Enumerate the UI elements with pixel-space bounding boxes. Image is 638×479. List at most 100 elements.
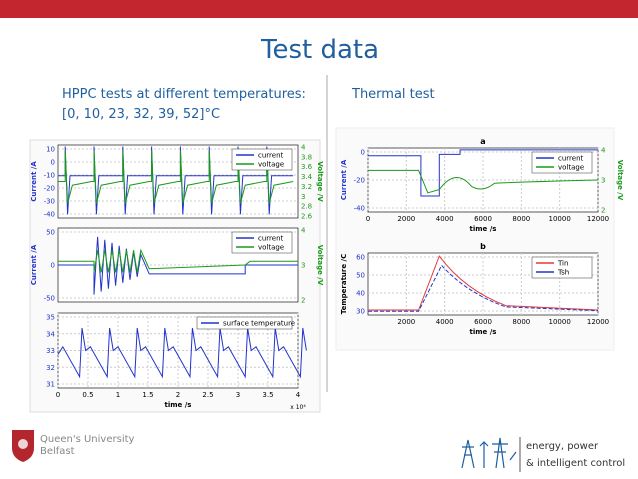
- y2-tick-label: 2.6: [301, 213, 313, 221]
- legend-label: current: [558, 155, 584, 163]
- y2-tick-label: 4: [301, 227, 306, 235]
- y-tick-label: -20: [44, 185, 55, 193]
- x-tick-label: 6000: [474, 215, 492, 223]
- legend-label: voltage: [558, 164, 584, 172]
- x-tick-label: 3.5: [262, 391, 273, 399]
- legend-label: voltage: [258, 161, 284, 169]
- slide-title: Test data: [260, 35, 379, 65]
- x-tick-label: 0: [366, 215, 370, 223]
- tagline: energy, power: [526, 441, 599, 452]
- y-tick-label: 50: [356, 272, 365, 280]
- caption: [0, 10, 23, 32, 39, 52]°C: [62, 107, 220, 122]
- plot: 0 -20 -40 4 3 2 0 2000 4000 6000 8000 10000 12000 tim…: [340, 137, 624, 233]
- logo-text: Queen's University: [40, 434, 135, 445]
- y2-tick-label: 2: [301, 297, 305, 305]
- subplot-title: a: [480, 137, 485, 146]
- y-tick-label: 10: [46, 146, 55, 154]
- y-axis-label: Current /A: [340, 159, 348, 200]
- y-tick-label: -10: [44, 172, 55, 180]
- x-axis-label: time /s: [470, 328, 497, 336]
- x-tick-label: 8000: [512, 318, 530, 326]
- caption: Thermal test: [351, 87, 435, 102]
- tagline: & intelligent control: [526, 458, 625, 469]
- y-tick-label: 34: [46, 330, 55, 338]
- y2-axis-label: Voltage /V: [316, 161, 324, 202]
- plot: 35 34 33 32 310 0.5 1 1.5 2 2.5 3 3.5 4 time /s x 10⁴ s…: [46, 312, 307, 411]
- x-tick-label: 2000: [397, 318, 415, 326]
- y-axis-label: Current /A: [30, 244, 38, 285]
- y-tick-label: -40: [354, 205, 365, 213]
- top-bar: [0, 0, 638, 18]
- logo-text: Belfast: [40, 446, 75, 457]
- x-tick-label: 0.5: [82, 391, 93, 399]
- y2-tick-label: 3: [601, 177, 605, 185]
- legend-label: surface temperature: [223, 320, 295, 328]
- x-tick-label: 10000: [549, 318, 571, 326]
- legend-label: voltage: [258, 244, 284, 252]
- y-tick-label: 40: [356, 290, 365, 298]
- y-tick-label: 35: [46, 314, 55, 322]
- y-tick-label: 60: [356, 254, 365, 262]
- x-axis-label: time /s: [165, 401, 192, 409]
- y-tick-label: 32: [46, 364, 55, 372]
- x-tick-label: 1: [116, 391, 120, 399]
- legend-label: Tsh: [557, 269, 569, 277]
- legend-label: Tin: [557, 260, 568, 268]
- legend-label: current: [258, 152, 284, 160]
- y2-tick-label: 3.6: [301, 163, 313, 171]
- y2-tick-label: 3.2: [301, 183, 312, 191]
- x-scale-label: x 10⁴: [290, 404, 306, 411]
- y-tick-label: 30: [356, 308, 365, 316]
- x-tick-label: 4000: [436, 318, 454, 326]
- x-tick-label: 10000: [549, 215, 571, 223]
- x-tick-label: 12000: [587, 318, 609, 326]
- y-tick-label: -20: [354, 177, 365, 185]
- y-tick-label: 31: [46, 381, 55, 389]
- x-axis-label: time /s: [470, 225, 497, 233]
- plot: 50 0 -50 4 3 2 Current /A Voltage /V currentvolt…: [30, 227, 324, 305]
- university-logo: Queen's University Belfast: [12, 430, 135, 462]
- x-tick-label: 2.5: [202, 391, 213, 399]
- legend-label: current: [258, 235, 284, 243]
- subplot-title: b: [480, 242, 486, 251]
- y2-tick-label: 4: [601, 147, 606, 155]
- x-tick-label: 1.5: [142, 391, 153, 399]
- y-tick-label: 0: [51, 262, 55, 270]
- y2-tick-label: 3.4: [301, 173, 313, 181]
- legend-box: [196, 316, 293, 330]
- y2-tick-label: 3.8: [301, 153, 312, 161]
- curve: [368, 169, 599, 194]
- energy-icon: [461, 437, 517, 469]
- y-tick-label: 50: [46, 229, 55, 237]
- y2-tick-label: 2: [601, 207, 605, 215]
- y2-tick-label: 3: [301, 193, 305, 201]
- plot: 10 0 -10 -20 -30 -40 43.8 3.6 3.4 3.2 3 2.8 2.6 Curre…: [30, 144, 324, 221]
- plot: 60 50 40 30 2000 4000 6000 8000 10000 12000 time /…: [340, 242, 609, 336]
- y2-tick-label: 3: [301, 262, 305, 270]
- x-tick-label: 3: [236, 391, 240, 399]
- x-tick-label: 4: [296, 391, 301, 399]
- curve: [58, 150, 294, 204]
- curve: [368, 255, 599, 311]
- x-tick-label: 2000: [397, 215, 415, 223]
- y-tick-label: 0: [51, 159, 55, 167]
- x-tick-label: 4000: [436, 215, 454, 223]
- curve: [368, 264, 599, 312]
- y2-tick-label: 2.8: [301, 203, 312, 211]
- y-tick-label: -40: [44, 211, 55, 219]
- curve: [368, 149, 598, 197]
- curve: [57, 327, 307, 379]
- x-tick-label: 8000: [512, 215, 530, 223]
- y-tick-label: 33: [46, 347, 55, 355]
- y-axis-label: Temperature /C: [340, 254, 348, 314]
- y-tick-label: 0: [361, 149, 365, 157]
- y2-tick-label: 4: [301, 144, 306, 152]
- y-tick-label: -50: [44, 295, 55, 303]
- x-tick-label: 12000: [587, 215, 609, 223]
- y2-axis-label: Voltage /V: [616, 160, 624, 201]
- y-tick-label: -30: [44, 198, 55, 206]
- curve: [58, 248, 298, 273]
- x-tick-label: 0: [56, 391, 60, 399]
